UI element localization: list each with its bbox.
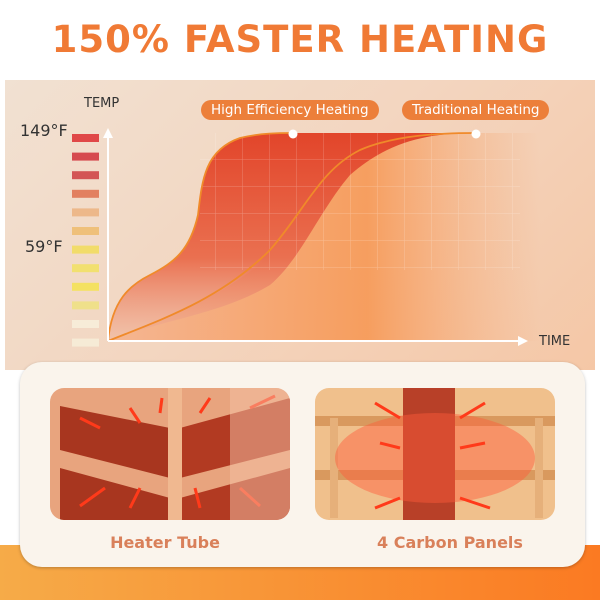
legend-traditional: Traditional Heating [402, 100, 550, 120]
x-axis-label: TIME [539, 334, 571, 349]
page-title: 150% FASTER HEATING [51, 18, 549, 61]
heater-tube-caption: Heater Tube [110, 533, 220, 552]
temperature-scale-bar [72, 282, 99, 291]
carbon-panels-image [315, 388, 555, 520]
y-tick-mid: 59°F [25, 237, 63, 256]
temperature-scale-bar [72, 338, 99, 347]
temperature-scale-bar [72, 189, 99, 198]
high-efficiency-peak-dot [288, 129, 298, 139]
temperature-scale-bar [72, 320, 99, 328]
legend-high-efficiency: High Efficiency Heating [201, 100, 379, 120]
temperature-scale-bar [72, 264, 99, 273]
x-axis-arrow-icon [518, 336, 528, 346]
y-axis-arrow-icon [103, 128, 113, 138]
carbon-panels-caption: 4 Carbon Panels [377, 533, 523, 552]
temperature-scale-bar [72, 227, 99, 235]
heater-tube-image [50, 388, 290, 520]
temperature-scale-bar [72, 301, 99, 310]
high-efficiency-curve [107, 132, 294, 342]
traditional-heating-curve [107, 132, 477, 342]
y-tick-max: 149°F [20, 121, 68, 140]
temperature-scale-bar [72, 245, 99, 254]
temperature-color-scale [72, 134, 99, 347]
temperature-scale-bar [72, 208, 99, 217]
y-axis-label: TEMP [84, 96, 120, 111]
temperature-scale-bar [72, 171, 99, 180]
traditional-peak-dot [471, 129, 481, 139]
temperature-scale-bar [72, 134, 99, 142]
temperature-scale-bar [72, 152, 99, 161]
heating-chart [72, 128, 540, 347]
